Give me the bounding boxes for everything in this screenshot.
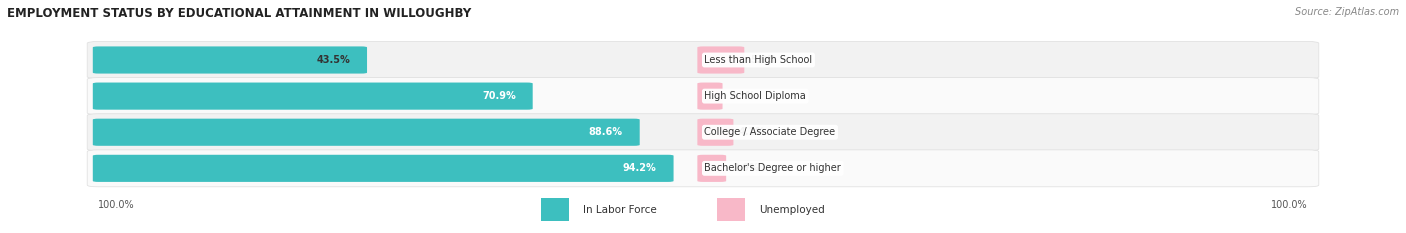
Text: 88.6%: 88.6%: [589, 127, 623, 137]
Text: 2.9%: 2.9%: [731, 163, 759, 173]
Text: 100.0%: 100.0%: [98, 200, 135, 210]
Text: Less than High School: Less than High School: [704, 55, 813, 65]
FancyBboxPatch shape: [87, 114, 1319, 151]
FancyBboxPatch shape: [697, 46, 744, 74]
Text: Source: ZipAtlas.com: Source: ZipAtlas.com: [1295, 7, 1399, 17]
Text: 43.5%: 43.5%: [316, 55, 350, 65]
Text: 2.3%: 2.3%: [728, 91, 755, 101]
FancyBboxPatch shape: [697, 82, 723, 110]
Text: Bachelor's Degree or higher: Bachelor's Degree or higher: [704, 163, 841, 173]
Text: College / Associate Degree: College / Associate Degree: [704, 127, 835, 137]
Text: 70.9%: 70.9%: [482, 91, 516, 101]
FancyBboxPatch shape: [87, 150, 1319, 187]
FancyBboxPatch shape: [697, 155, 725, 182]
Text: High School Diploma: High School Diploma: [704, 91, 806, 101]
Text: In Labor Force: In Labor Force: [583, 205, 657, 215]
Text: 4.1%: 4.1%: [740, 127, 766, 137]
FancyBboxPatch shape: [87, 78, 1319, 115]
Text: 5.9%: 5.9%: [749, 55, 778, 65]
FancyBboxPatch shape: [541, 198, 569, 221]
Text: EMPLOYMENT STATUS BY EDUCATIONAL ATTAINMENT IN WILLOUGHBY: EMPLOYMENT STATUS BY EDUCATIONAL ATTAINM…: [7, 7, 471, 20]
Text: 94.2%: 94.2%: [623, 163, 657, 173]
FancyBboxPatch shape: [717, 198, 745, 221]
FancyBboxPatch shape: [93, 46, 367, 74]
Text: Unemployed: Unemployed: [759, 205, 825, 215]
FancyBboxPatch shape: [87, 41, 1319, 79]
FancyBboxPatch shape: [93, 82, 533, 110]
FancyBboxPatch shape: [93, 119, 640, 146]
FancyBboxPatch shape: [697, 119, 734, 146]
FancyBboxPatch shape: [93, 155, 673, 182]
Text: 100.0%: 100.0%: [1271, 200, 1308, 210]
